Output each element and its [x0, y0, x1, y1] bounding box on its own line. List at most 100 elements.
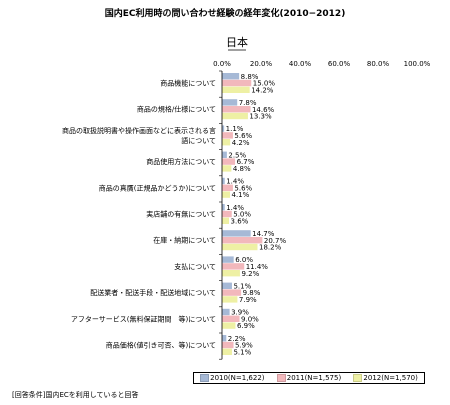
category-label: 配送業者・配送手段・配送地域について: [90, 288, 216, 297]
bar: [222, 270, 240, 277]
data-label: 7.9%: [239, 296, 257, 304]
legend-item-2010: 2010(N=1,622): [200, 374, 265, 382]
bar: [222, 348, 232, 355]
category-label: 商品の規格/仕様について: [137, 105, 216, 114]
data-label: 14.6%: [252, 106, 275, 114]
x-tick-label: 20.0%: [250, 60, 273, 68]
legend-item-2011: 2011(N=1,575): [276, 374, 342, 382]
data-label: 9.0%: [241, 315, 259, 323]
x-axis-ticks: 0.0% 20.0% 40.0% 60.0% 80.0% 100.0%: [213, 60, 431, 68]
data-label: 2.2%: [228, 335, 246, 343]
data-label: 1.4%: [226, 204, 244, 212]
bar: [222, 289, 242, 296]
legend-item-2012: 2012(N=1,570): [353, 374, 418, 382]
data-label: 4.2%: [232, 139, 250, 147]
bar: [222, 315, 240, 322]
data-label: 2.5%: [228, 151, 246, 159]
data-label: 13.3%: [249, 113, 272, 121]
data-label: 4.1%: [231, 191, 249, 199]
category-label: 商品の取扱説明書や操作画面などに表示される言: [62, 126, 216, 135]
data-label: 5.6%: [234, 132, 252, 140]
data-label: 9.2%: [241, 270, 259, 278]
data-label: 1.4%: [226, 178, 244, 186]
bar: [222, 308, 230, 316]
bar: [222, 165, 232, 172]
category-label: 商品の真贋(正規品かどうか)について: [99, 183, 216, 192]
legend-label-2012: 2012(N=1,570): [363, 374, 418, 382]
bar: [222, 256, 234, 263]
data-labels: 8.8%15.0%14.2%7.8%14.6%13.3%1.1%5.6%4.2%…: [226, 73, 287, 357]
bar: [222, 158, 236, 165]
x-tick-label: 40.0%: [289, 60, 312, 68]
category-label: 実店舗の有無について: [146, 210, 216, 219]
legend-swatch-2012: [353, 374, 363, 382]
data-label: 6.9%: [237, 322, 255, 330]
bar: [222, 204, 225, 211]
bar: [222, 335, 227, 342]
bar: [222, 230, 251, 237]
category-labels: 商品機能について商品の規格/仕様について商品の取扱説明書や操作画面などに表示され…: [62, 79, 216, 350]
data-label: 18.2%: [259, 244, 282, 252]
x-tick-label: 100.0%: [404, 60, 431, 68]
data-label: 11.4%: [246, 263, 269, 271]
category-label: 語について: [181, 136, 216, 145]
legend: 2010(N=1,622) 2011(N=1,575) 2012(N=1,570…: [193, 372, 425, 384]
data-label: 5.1%: [233, 348, 251, 356]
x-tick-label: 80.0%: [367, 60, 390, 68]
category-label: 商品価格(値引き可否、等)について: [106, 341, 216, 350]
data-label: 5.0%: [233, 211, 251, 219]
bar: [222, 210, 232, 218]
data-label: 5.1%: [233, 282, 251, 290]
bar: [222, 191, 230, 198]
legend-swatch-2011: [276, 374, 286, 382]
legend-label-2011: 2011(N=1,575): [286, 374, 342, 382]
data-label: 3.6%: [231, 217, 249, 225]
bar: [222, 73, 240, 80]
data-label: 7.8%: [239, 99, 257, 107]
data-label: 9.8%: [243, 289, 261, 297]
bar: [222, 341, 234, 349]
data-label: 4.8%: [233, 165, 251, 173]
bar: [222, 99, 238, 106]
bar: [222, 237, 263, 244]
bar: [222, 322, 236, 329]
data-label: 14.7%: [252, 230, 275, 238]
bar: [222, 86, 250, 93]
chart-subtitle: 日本: [226, 35, 248, 49]
bar: [222, 217, 230, 224]
category-label: 在庫・納期について: [153, 236, 216, 245]
data-label: 14.2%: [251, 86, 274, 94]
data-label: 6.7%: [237, 158, 255, 166]
bar: [222, 151, 227, 158]
category-label: アフターサービス(無料保証期間 等)について: [71, 314, 216, 323]
data-label: 5.9%: [235, 342, 253, 350]
legend-swatch-2010: [200, 374, 210, 382]
bar: [222, 106, 251, 113]
bar: [222, 177, 225, 185]
category-label: 商品機能について: [160, 79, 216, 88]
data-label: 20.7%: [264, 237, 287, 245]
bar: [222, 79, 252, 87]
bar: [222, 139, 231, 146]
category-label: 商品使用方法について: [146, 157, 216, 166]
bar: [222, 112, 248, 120]
x-tick-label: 0.0%: [213, 60, 231, 68]
bar: [222, 125, 225, 132]
bar: [222, 184, 233, 191]
data-label: 5.6%: [234, 184, 252, 192]
category-label: 支払について: [174, 262, 216, 271]
chart-title: 国内EC利用時の問い合わせ経験の経年変化(2010−2012): [105, 7, 346, 19]
data-label: 15.0%: [253, 80, 276, 88]
bar: [222, 263, 245, 270]
legend-label-2010: 2010(N=1,622): [210, 374, 265, 382]
data-label: 8.8%: [241, 73, 259, 81]
data-label: 6.0%: [235, 256, 253, 264]
footnote: [回答条件]国内ECを利用していると回答: [12, 391, 139, 399]
data-label: 3.9%: [231, 309, 249, 317]
data-label: 1.1%: [226, 125, 244, 133]
bar: [222, 296, 238, 303]
bars: [219, 70, 263, 360]
bar: [222, 132, 233, 139]
bar: [222, 282, 232, 289]
